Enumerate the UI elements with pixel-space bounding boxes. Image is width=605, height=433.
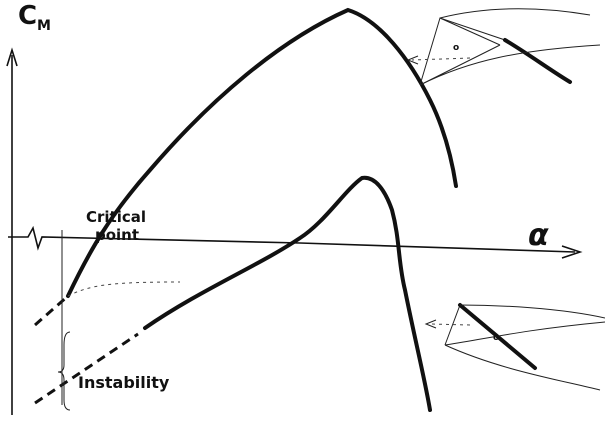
lower-curve-extension (34, 332, 139, 405)
inset-top: o (406, 8, 601, 86)
svg-text:o: o (493, 333, 499, 343)
x-arrow (561, 245, 583, 259)
critical-label: point (95, 226, 139, 244)
x-label: α (528, 218, 549, 253)
x-axis (8, 225, 576, 253)
critical-leader (67, 281, 181, 297)
inset-bottom: o (424, 303, 605, 391)
y-label: C (18, 1, 37, 31)
upper-curve-extension (34, 294, 69, 327)
instability-label: Instability (78, 373, 170, 392)
upper-curve (66, 7, 458, 298)
svg-text:o: o (453, 43, 459, 53)
critical-label: Critical (86, 208, 146, 226)
y-arrow (6, 47, 18, 67)
y-label-sub: M (37, 18, 51, 34)
brace (57, 331, 71, 411)
lower-curve (143, 175, 432, 412)
